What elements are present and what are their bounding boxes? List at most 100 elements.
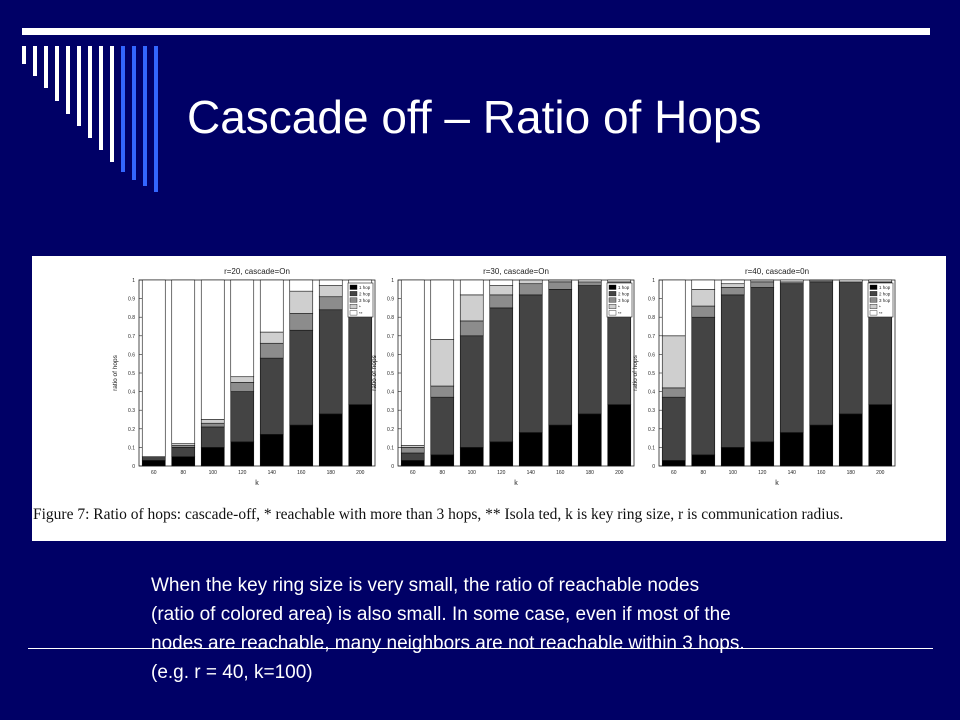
bar-segment (259, 342, 284, 359)
bar-segment (430, 454, 455, 467)
legend-label: * (618, 304, 620, 309)
bar-segment (230, 279, 255, 378)
bar-segment (607, 279, 632, 283)
y-tick-label: 0.5 (648, 371, 655, 377)
y-tick-label: 0.4 (648, 390, 655, 396)
y-tick-label: 0.1 (128, 445, 135, 451)
legend-label: * (359, 304, 361, 309)
x-tick-label: 180 (586, 470, 595, 476)
legend-label: 3 hop (359, 298, 371, 303)
decorative-bars (22, 46, 162, 196)
bar-segment (171, 456, 196, 467)
bar-segment (489, 285, 514, 296)
bar-segment (200, 447, 225, 467)
bar-segment (548, 424, 573, 467)
bar-segment (661, 460, 686, 467)
legend-swatch (869, 291, 878, 297)
bar-segment (400, 452, 425, 461)
x-tick-label: 140 (788, 470, 797, 476)
y-tick-label: 0.1 (648, 445, 655, 451)
x-tick-label: 180 (327, 470, 336, 476)
y-tick-label: 0.6 (648, 352, 655, 358)
x-tick-label: 160 (297, 470, 306, 476)
bar-segment (400, 447, 425, 454)
chart-title: r=30, cascade=On (483, 267, 549, 276)
bar-segment (230, 441, 255, 467)
bar-segment (459, 279, 484, 296)
bar-segment (430, 396, 455, 456)
legend-swatch (349, 304, 358, 309)
bar-segment (259, 279, 284, 333)
bar-segment (720, 283, 745, 288)
bar-segment (259, 357, 284, 435)
legend-label: * (879, 304, 881, 309)
x-tick-label: 60 (151, 470, 157, 476)
deco-bar (154, 46, 158, 192)
bar-segment (720, 294, 745, 448)
y-tick-label: 0.9 (128, 297, 135, 303)
body-line: When the key ring size is very small, th… (151, 575, 700, 596)
legend-swatch (608, 310, 617, 316)
bar-segment (661, 335, 686, 389)
bar-segment (691, 454, 716, 467)
bar-segment (289, 424, 314, 467)
bar-segment (289, 313, 314, 331)
bar-segment (171, 279, 196, 444)
x-tick-label: 200 (356, 470, 365, 476)
bar-segment (809, 279, 834, 283)
y-axis-label: ratio of hops (632, 354, 639, 391)
y-tick-label: 0.4 (387, 390, 394, 396)
legend-swatch (349, 291, 358, 297)
bar-segment (548, 281, 573, 290)
y-tick-label: 0.4 (128, 390, 135, 396)
legend-label: 3 hop (618, 298, 630, 303)
bar-segment (459, 447, 484, 467)
legend-label: ** (359, 311, 363, 316)
bar-segment (720, 447, 745, 467)
bar-segment (459, 335, 484, 448)
body-text: When the key ring size is very small, th… (151, 571, 921, 687)
bar-segment (577, 281, 602, 286)
x-tick-label: 60 (671, 470, 677, 476)
bar-segment (200, 422, 225, 428)
y-tick-label: 0.2 (387, 427, 394, 433)
bar-segment (868, 279, 893, 283)
legend-label: ** (618, 311, 622, 316)
chart-title: r=20, cascade=On (224, 267, 290, 276)
bar-segment (430, 279, 455, 340)
bar-segment (430, 339, 455, 387)
legend-swatch (349, 284, 358, 290)
x-tick-label: 100 (468, 470, 477, 476)
chart-1: r=20, cascade=On 0 0.1 0.2 0.3 0.4 0.5 0.6 0.7 0.… (112, 267, 376, 487)
bar-segment (809, 281, 834, 426)
legend-swatch (869, 297, 878, 303)
bar-segment (691, 305, 716, 318)
x-tick-label: 80 (700, 470, 706, 476)
deco-bar (77, 46, 81, 126)
chart-2: r=30, cascade=On 0 0.1 0.2 0.3 0.4 0.5 0.6 0.7 0.… (371, 267, 635, 487)
bar-segment (548, 279, 573, 283)
bar-segment (289, 279, 314, 292)
legend-label: 2 hop (359, 292, 371, 297)
deco-bar (132, 46, 136, 180)
legend-label: ** (879, 311, 883, 316)
bar-segment (548, 288, 573, 426)
bar-segment (459, 294, 484, 322)
deco-bar (121, 46, 125, 172)
y-tick-label: 0.9 (648, 297, 655, 303)
y-axis-label: ratio of hops (112, 354, 119, 391)
bar-segment (809, 424, 834, 467)
chart-3: r=40, cascade=0n 0 0.1 0.2 0.3 0.4 0.5 0.6 0.7 0.… (632, 267, 896, 487)
bar-segment (838, 281, 863, 415)
y-tick-label: 0.8 (387, 315, 394, 321)
legend-swatch (608, 297, 617, 303)
bar-segment (141, 460, 166, 467)
legend-label: 1 hop (879, 285, 891, 290)
legend-swatch (869, 284, 878, 290)
figure-caption: Figure 7: Ratio of hops: cascade-off, * … (33, 506, 844, 523)
legend-label: 2 hop (879, 292, 891, 297)
x-tick-label: 160 (817, 470, 826, 476)
body-line: (ratio of colored area) is also small. I… (151, 604, 731, 625)
chart-title: r=40, cascade=0n (745, 267, 809, 276)
bar-segment (171, 447, 196, 457)
